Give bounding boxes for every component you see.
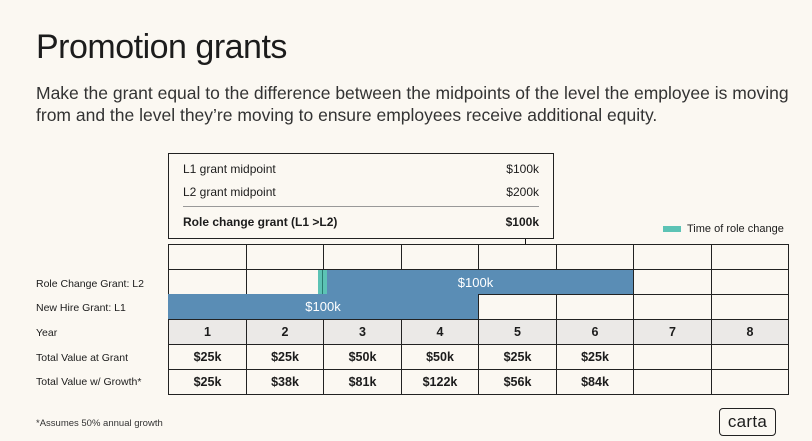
grant-summary-box: L1 grant midpoint $100k L2 grant midpoin…: [168, 153, 554, 239]
grid-cell: [246, 244, 324, 270]
cell-text: 8: [746, 325, 754, 339]
bar-label: $100k: [457, 274, 494, 290]
footnote: *Assumes 50% annual growth: [36, 418, 163, 429]
carta-logo: carta: [719, 408, 776, 436]
page-subtitle: Make the grant equal to the difference b…: [36, 83, 789, 125]
row-label-year: Year: [36, 327, 58, 339]
year-cell: 6: [556, 319, 634, 345]
summary-label: L2 grant midpoint: [183, 185, 276, 199]
cell-text: 7: [669, 325, 676, 339]
cell-text: $25k: [581, 350, 609, 364]
cell-text: [634, 370, 711, 394]
summary-label: L1 grant midpoint: [183, 162, 276, 176]
legend-swatch: [663, 226, 681, 232]
row-label-total-with-growth: Total Value w/ Growth*: [36, 376, 142, 388]
grid-cell: [711, 269, 789, 295]
cell-text: 3: [359, 325, 366, 339]
value-cell: $122k: [401, 369, 479, 395]
cell-text: $122k: [422, 375, 458, 389]
summary-label: Role change grant (L1 >L2): [183, 215, 338, 229]
cell-text: $50k: [426, 350, 454, 364]
value-cell: $56k: [478, 369, 557, 395]
grid-cell: [401, 244, 479, 270]
grid-cell: [556, 294, 634, 320]
cell-text: 5: [514, 325, 521, 339]
value-cell: $25k: [168, 344, 247, 370]
summary-divider: [183, 206, 539, 207]
value-cell: [633, 344, 712, 370]
value-cell: $84k: [556, 369, 634, 395]
cell-text: $84k: [581, 375, 609, 389]
value-cell: $81k: [323, 369, 402, 395]
cell-text: [712, 345, 788, 369]
value-cell: $50k: [323, 344, 402, 370]
grid-cell: [168, 269, 247, 295]
legend-label: Time of role change: [687, 223, 784, 235]
value-cell: [633, 369, 712, 395]
year-cell: 7: [633, 319, 712, 345]
grid-cell: [633, 269, 712, 295]
year-cell: 4: [401, 319, 479, 345]
value-cell: $25k: [246, 344, 324, 370]
summary-value: $200k: [506, 185, 539, 199]
value-cell: [711, 369, 789, 395]
cell-text: $25k: [503, 350, 532, 364]
legend: Time of role change: [663, 223, 784, 235]
bar-role-change-grant: $100k: [318, 270, 633, 294]
cell-text: $56k: [503, 375, 532, 389]
summary-row-total: Role change grant (L1 >L2) $100k: [183, 215, 539, 229]
value-cell: $50k: [401, 344, 479, 370]
cell-text: $25k: [271, 350, 299, 364]
value-cell: $25k: [168, 369, 247, 395]
cell-text: [712, 370, 788, 394]
year-cell: 3: [323, 319, 402, 345]
grid-cell: [633, 244, 712, 270]
grid-cell: [711, 294, 789, 320]
grid-cell: [323, 244, 402, 270]
grid-cell: [168, 244, 247, 270]
cell-text: 4: [436, 325, 444, 339]
cell-text: 2: [281, 325, 289, 339]
year-cell: 8: [711, 319, 789, 345]
cell-text: $25k: [193, 350, 222, 364]
year-cell: 2: [246, 319, 324, 345]
cell-text: 1: [204, 325, 211, 339]
row-label-new-hire: New Hire Grant: L1: [36, 302, 126, 314]
year-cell: 5: [478, 319, 557, 345]
cell-text: $81k: [348, 375, 377, 389]
role-change-marker-line: [322, 270, 323, 294]
page-title: Promotion grants: [36, 28, 287, 66]
grid-cell: [478, 244, 557, 270]
grid-cell: [478, 294, 557, 320]
cell-text: 6: [591, 325, 599, 339]
year-cell: 1: [168, 319, 247, 345]
row-label-role-change: Role Change Grant: L2: [36, 278, 144, 290]
bar-new-hire-grant: $100k: [168, 294, 478, 319]
grid-cell: [556, 244, 634, 270]
summary-value: $100k: [506, 162, 539, 176]
row-label-total-at-grant: Total Value at Grant: [36, 352, 129, 364]
value-cell: [711, 344, 789, 370]
grid-cell: [711, 244, 789, 270]
value-cell: $25k: [556, 344, 634, 370]
summary-value: $100k: [505, 215, 539, 229]
summary-row: L2 grant midpoint $200k: [183, 185, 539, 199]
value-cell: $25k: [478, 344, 557, 370]
cell-text: $50k: [348, 350, 377, 364]
summary-row: L1 grant midpoint $100k: [183, 162, 539, 176]
grid-cell: [246, 269, 324, 295]
grid-cell: [633, 294, 712, 320]
value-cell: $38k: [246, 369, 324, 395]
cell-text: $38k: [271, 375, 299, 389]
bar-label: $100k: [305, 299, 341, 314]
cell-text: $25k: [193, 375, 222, 389]
cell-text: [634, 345, 711, 369]
